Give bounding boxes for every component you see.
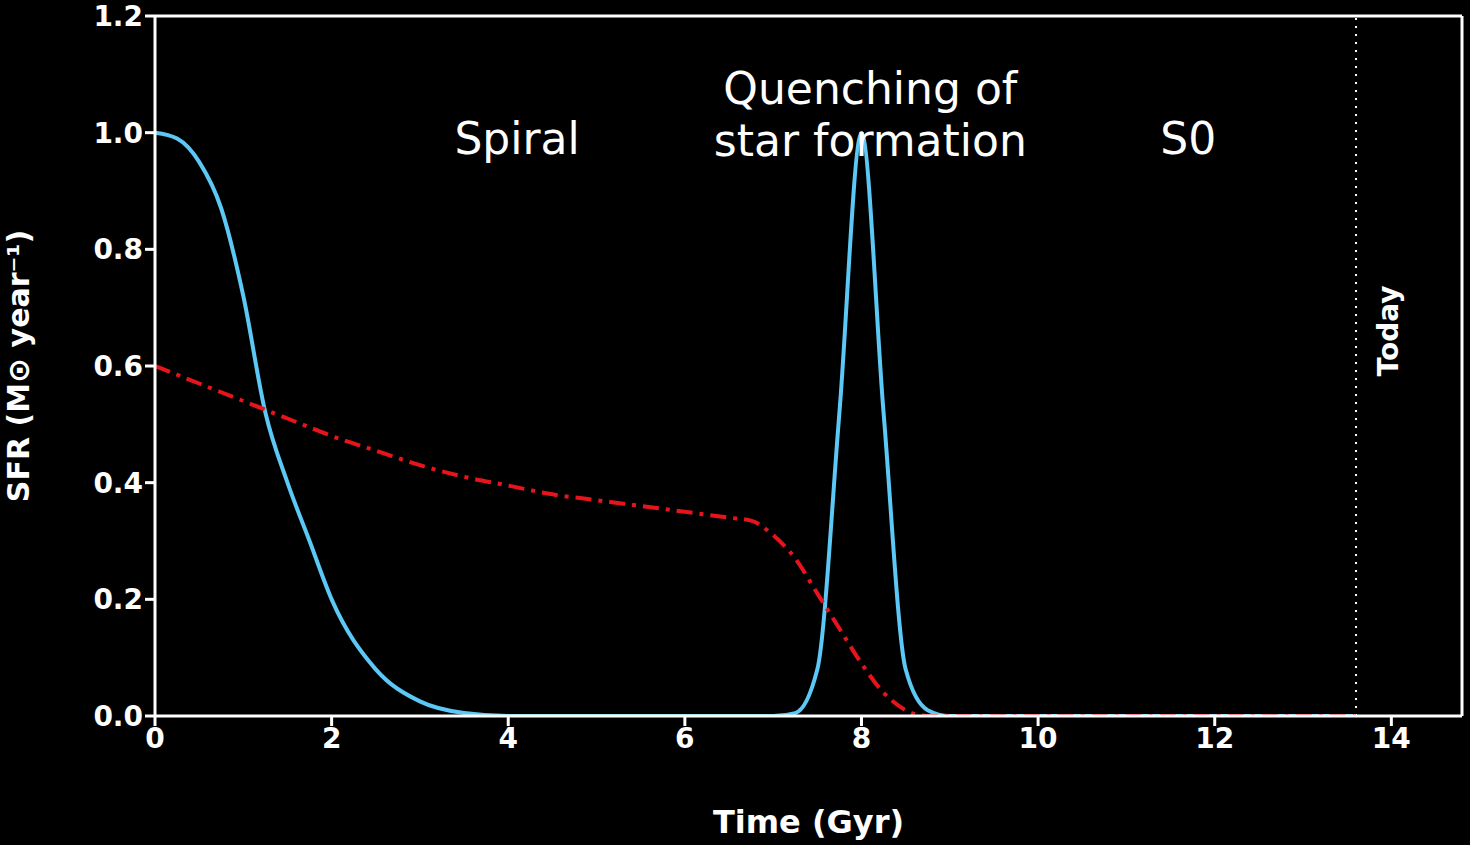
svg-text:0.4: 0.4: [93, 467, 143, 500]
svg-text:1.0: 1.0: [93, 117, 143, 150]
svg-text:10: 10: [1019, 722, 1058, 755]
svg-text:1.2: 1.2: [93, 0, 143, 33]
svg-text:0.2: 0.2: [93, 583, 143, 616]
svg-text:Today: Today: [1372, 286, 1405, 377]
svg-text:SFR (M⊙ year⁻¹): SFR (M⊙ year⁻¹): [1, 230, 36, 502]
svg-text:Time (Gyr): Time (Gyr): [713, 803, 904, 841]
svg-text:0: 0: [145, 722, 164, 755]
svg-text:14: 14: [1372, 722, 1411, 755]
svg-text:8: 8: [852, 722, 871, 755]
svg-text:4: 4: [499, 722, 518, 755]
svg-text:6: 6: [675, 722, 694, 755]
svg-text:S0: S0: [1160, 113, 1216, 164]
svg-text:Spiral: Spiral: [454, 113, 579, 164]
svg-text:2: 2: [322, 722, 341, 755]
svg-text:0.8: 0.8: [93, 233, 143, 266]
svg-text:12: 12: [1195, 722, 1234, 755]
svg-text:Quenching ofstar formation: Quenching ofstar formation: [714, 63, 1027, 166]
svg-text:0.0: 0.0: [93, 700, 143, 733]
svg-text:0.6: 0.6: [93, 350, 143, 383]
